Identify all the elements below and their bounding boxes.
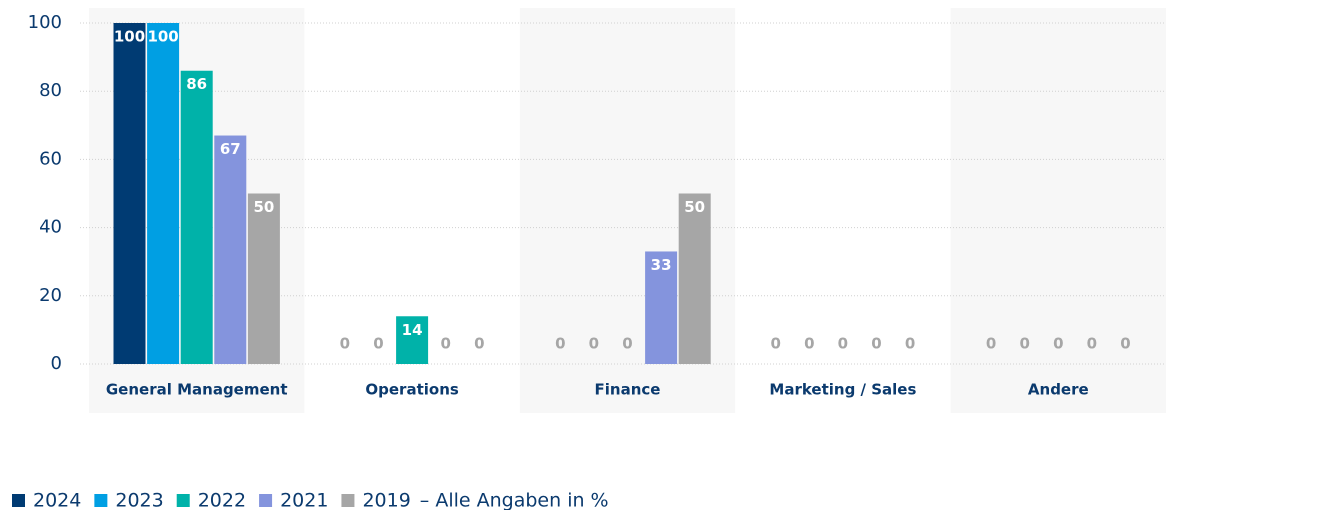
bar (214, 135, 247, 364)
y-tick-label: 100 (28, 12, 62, 33)
value-label: 0 (804, 335, 814, 353)
value-label: 0 (622, 335, 632, 353)
y-tick-label: 60 (39, 148, 62, 169)
legend-label: 2021 (280, 490, 328, 510)
legend-swatch (12, 494, 25, 507)
legend-label: 2019 (362, 490, 410, 510)
legend-label: 2024 (33, 490, 81, 510)
value-label: 100 (114, 28, 145, 46)
value-label: 0 (474, 335, 484, 353)
value-label: 0 (1053, 335, 1063, 353)
value-label: 50 (684, 198, 705, 216)
value-label: 0 (340, 335, 350, 353)
value-label: 100 (147, 28, 178, 46)
bar (645, 251, 678, 364)
value-label: 0 (373, 335, 383, 353)
y-tick-label: 0 (51, 353, 62, 374)
legend-label: 2023 (115, 490, 163, 510)
value-label: 0 (589, 335, 599, 353)
y-tick-label: 40 (39, 217, 62, 238)
bar (113, 23, 146, 364)
value-label: 33 (651, 256, 672, 274)
bar (180, 70, 213, 365)
bar (396, 316, 429, 364)
x-tick-label: General Management (106, 381, 288, 399)
bar (678, 193, 711, 364)
legend-swatch (341, 494, 355, 507)
value-label: 0 (440, 335, 450, 353)
bar (247, 193, 280, 364)
bar (147, 23, 180, 364)
x-tick-label: Operations (365, 381, 458, 399)
value-label: 0 (1087, 335, 1097, 353)
value-label: 0 (905, 335, 915, 353)
legend-note: – Alle Angaben in % (420, 490, 609, 510)
value-label: 67 (220, 140, 241, 158)
legend-swatch (94, 494, 108, 507)
value-label: 14 (402, 321, 423, 339)
value-label: 86 (186, 75, 207, 93)
value-label: 0 (770, 335, 780, 353)
legend-swatch (176, 494, 190, 507)
legend-swatch (259, 494, 273, 507)
x-tick-label: Marketing / Sales (769, 381, 916, 399)
value-label: 0 (986, 335, 996, 353)
value-label: 0 (838, 335, 848, 353)
legend-label: 2022 (198, 490, 246, 510)
x-tick-label: Finance (595, 381, 661, 399)
value-label: 0 (871, 335, 881, 353)
y-tick-label: 80 (39, 80, 62, 101)
value-label: 0 (1120, 335, 1130, 353)
value-label: 0 (1019, 335, 1029, 353)
category-band (950, 8, 1166, 413)
y-tick-label: 20 (39, 285, 62, 306)
value-label: 0 (555, 335, 565, 353)
value-label: 50 (253, 198, 274, 216)
x-tick-label: Andere (1028, 381, 1089, 399)
